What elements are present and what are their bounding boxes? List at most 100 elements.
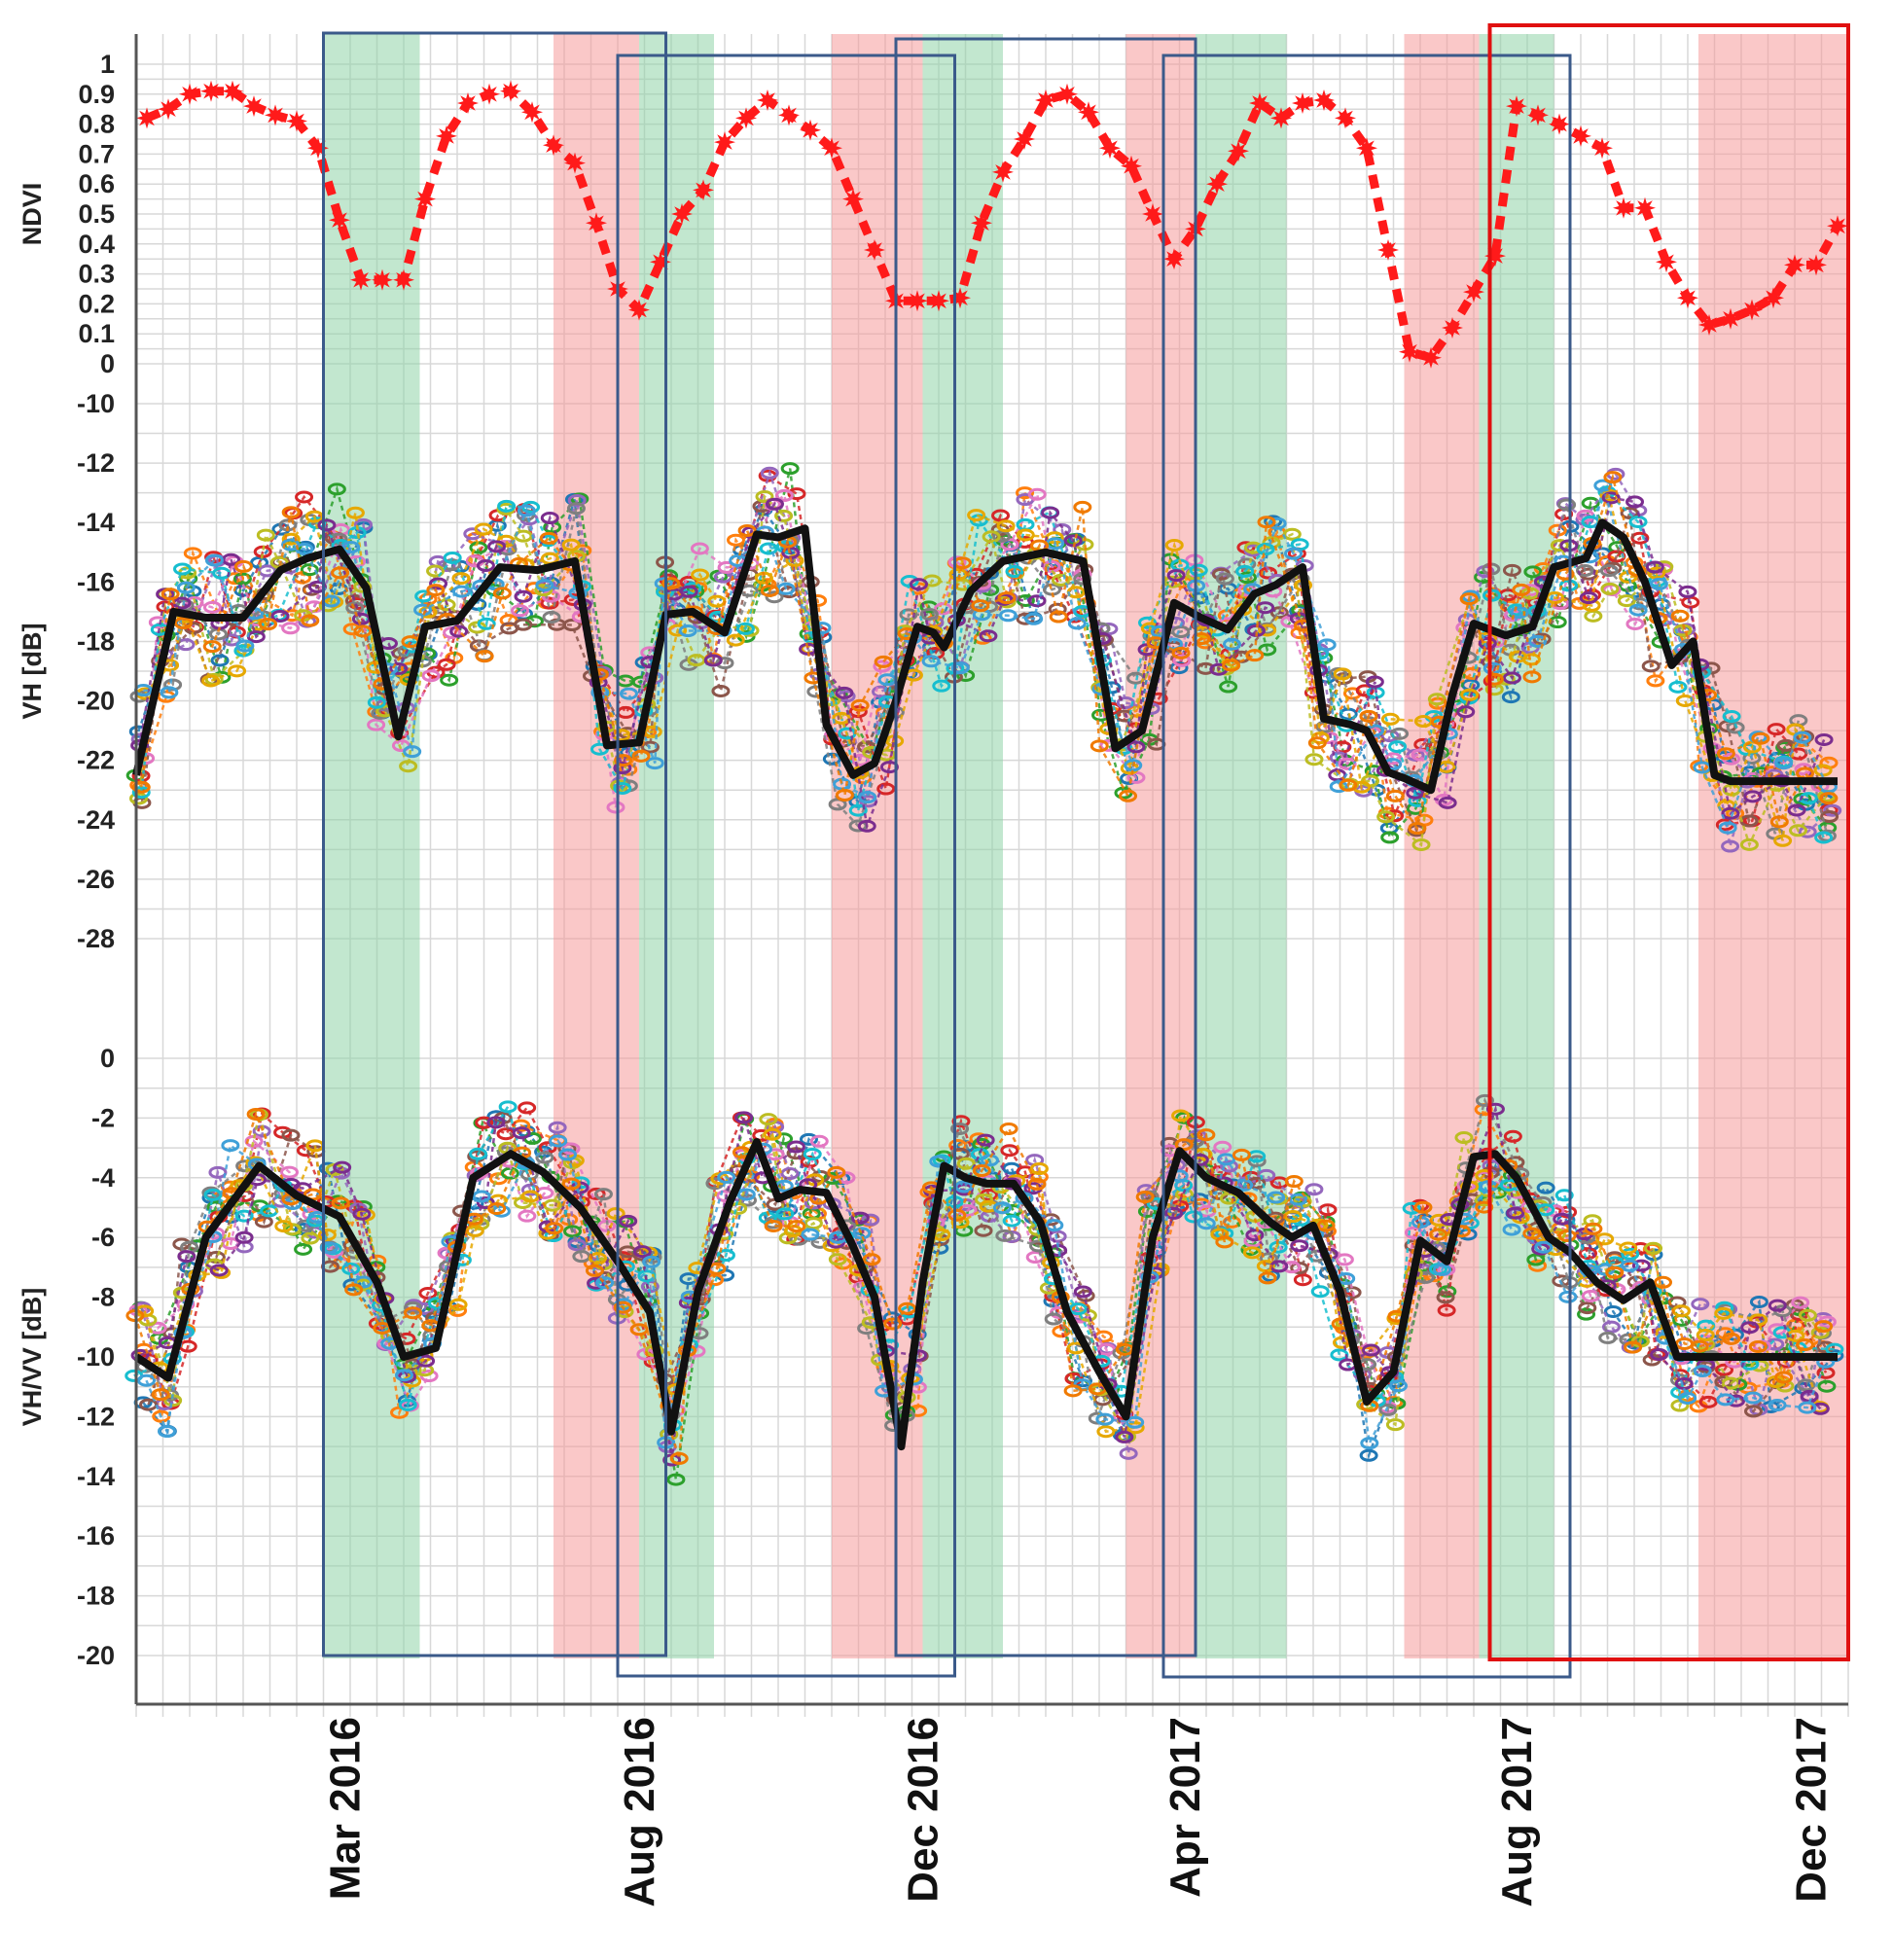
pixel-point [1793, 731, 1812, 744]
pixel-point [1219, 680, 1238, 694]
ndvi-point [521, 101, 543, 124]
ndvi-point [714, 131, 735, 154]
pixel-point [1126, 740, 1146, 754]
pixel-point [1501, 691, 1520, 704]
pixel-point [160, 686, 179, 699]
pixel-point [1624, 1340, 1643, 1354]
pixel-point [929, 1155, 948, 1168]
pixel-point [1362, 1343, 1381, 1357]
pixel-point [1617, 594, 1636, 608]
pixel-point [861, 1213, 880, 1227]
pixel-point [1814, 732, 1834, 746]
pixel-point [1169, 661, 1189, 675]
ndvi-point [1313, 89, 1335, 111]
vh-tick-label: -22 [77, 746, 115, 775]
pixel-point [1582, 598, 1601, 612]
pixel-point [429, 577, 448, 590]
pixel-point [654, 577, 673, 590]
pixel-point [426, 584, 446, 597]
pixel-point [437, 658, 456, 671]
pixel-point [232, 572, 252, 586]
vh-tick-label: -26 [77, 865, 115, 894]
pixel-point [765, 590, 784, 604]
pixel-point [1550, 539, 1569, 552]
pixel-point [1603, 471, 1623, 484]
pixel-point [210, 654, 230, 667]
ndvi-point [1099, 137, 1121, 160]
pixel-point [1000, 1144, 1019, 1158]
pixel-point [344, 1283, 364, 1297]
pixel-point [1119, 1446, 1138, 1460]
pixel-point [1359, 1448, 1378, 1462]
pixel-point [228, 664, 247, 678]
ndvi-tick-label: 0.7 [78, 139, 115, 168]
pixel-point [1126, 671, 1146, 685]
ndvi-point [992, 160, 1014, 183]
pixel-point [233, 559, 253, 573]
pixel-point [1316, 1219, 1336, 1232]
pixel-point [1528, 1259, 1548, 1272]
ndvi-point [243, 95, 265, 118]
vhvv-tick-label: -14 [77, 1462, 115, 1491]
pixel-point [390, 1406, 410, 1419]
vhvv-mean-line [133, 1138, 1838, 1451]
pixel-point [711, 684, 731, 697]
pixel-point [399, 760, 418, 773]
pixel-point [780, 1167, 800, 1181]
pixel-point [1774, 757, 1794, 770]
pixel-point [1716, 747, 1735, 761]
ndvi-point [1741, 299, 1763, 321]
pixel-point [1628, 603, 1648, 617]
pixel-point [619, 687, 638, 700]
pixel-point [1317, 638, 1337, 652]
vhvv-tick-label: -2 [91, 1103, 115, 1132]
ndvi-point [1270, 107, 1292, 129]
pixel-point [1650, 1348, 1669, 1362]
pixel-point [498, 1100, 518, 1114]
pixel-point [1718, 821, 1737, 835]
pixel-point [353, 624, 373, 638]
pixel-point [394, 1369, 413, 1382]
ndvi-point [222, 80, 243, 102]
pixel-point [690, 542, 709, 555]
pixel-point [476, 558, 495, 572]
pixel-point [451, 585, 471, 598]
pixel-point [1798, 1308, 1817, 1322]
pixel-point [774, 509, 794, 522]
ndvi-point [1163, 248, 1185, 270]
pixel-point [1819, 792, 1839, 805]
pixel-point [606, 1207, 625, 1221]
pixel-point [947, 1208, 967, 1222]
pixel-point [1096, 1425, 1116, 1439]
pixel-point [1791, 1296, 1810, 1309]
pixel-point [270, 609, 290, 623]
pixel-point [1093, 1393, 1113, 1407]
pixel-point [486, 1116, 506, 1129]
pixel-point [1385, 789, 1405, 802]
pixel-point [668, 624, 688, 637]
pixel-point [1073, 1285, 1092, 1299]
pixel-point [1284, 1175, 1304, 1189]
pixel-point [514, 618, 533, 631]
pixel-point [1095, 1412, 1115, 1426]
ndvi-point [1035, 89, 1056, 111]
pixel-point [1454, 1131, 1474, 1145]
ndvi-point [543, 134, 564, 157]
ndvi-point [136, 107, 158, 129]
pixel-point [828, 1253, 847, 1266]
current-analysis-window [1487, 23, 1850, 1661]
pixel-point [1385, 809, 1405, 823]
pixel-point [828, 798, 847, 811]
pixel-point [1668, 680, 1688, 694]
pixel-point [835, 788, 854, 802]
pixel-point [173, 617, 193, 630]
pixel-point [1044, 1312, 1063, 1326]
pixel-point [873, 659, 892, 673]
pixel-point [971, 599, 990, 613]
pixel-point [1557, 498, 1577, 512]
pixel-point [1171, 1109, 1191, 1123]
pixel-point [1739, 837, 1759, 851]
season-bands [323, 34, 1848, 1658]
pixel-point [319, 1241, 339, 1255]
vhvv-axis-label: VH/VV [dB] [18, 1288, 47, 1427]
